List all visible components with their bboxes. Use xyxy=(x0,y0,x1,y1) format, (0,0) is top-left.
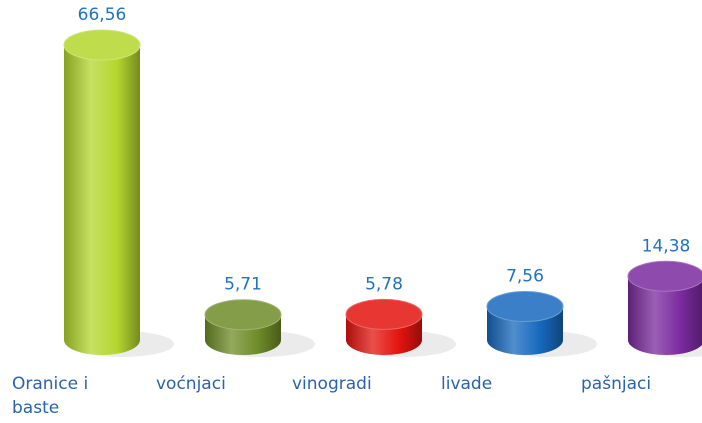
bar-top xyxy=(345,298,423,330)
category-label: livade xyxy=(441,374,493,394)
category-label: voćnjaci xyxy=(156,374,226,394)
category-label: vinogradi xyxy=(292,374,372,394)
bar xyxy=(627,260,702,355)
value-label: 5,78 xyxy=(365,274,403,294)
bar xyxy=(204,299,282,355)
bar-top xyxy=(204,299,282,331)
bar-body xyxy=(628,276,702,355)
bar xyxy=(486,290,564,355)
value-label: 7,56 xyxy=(506,266,544,286)
category-label: Oranice i baste xyxy=(12,374,89,418)
bar-top xyxy=(486,290,564,322)
value-label: 5,71 xyxy=(224,275,262,295)
bar-top xyxy=(627,260,702,292)
value-label: 14,38 xyxy=(642,236,691,256)
bar-top xyxy=(63,29,141,61)
value-label: 66,56 xyxy=(78,5,127,25)
bar xyxy=(345,298,423,355)
category-label: pašnjaci xyxy=(581,374,652,394)
bar-body xyxy=(64,45,140,355)
bar xyxy=(63,29,141,355)
